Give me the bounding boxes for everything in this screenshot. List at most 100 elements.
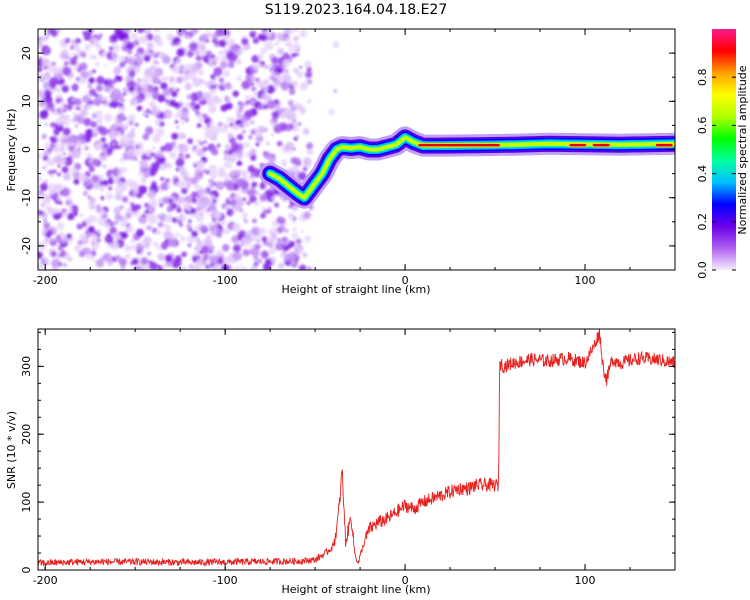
noise-speckle [276, 140, 283, 147]
noise-speckle [260, 47, 267, 54]
noise-speckle [199, 202, 207, 210]
noise-speckle [148, 166, 158, 176]
noise-speckle [79, 233, 87, 242]
colorbar-tick-label: 0.4 [696, 165, 709, 183]
noise-speckle [148, 216, 158, 225]
noise-speckle [167, 238, 177, 248]
noise-speckle [57, 68, 61, 72]
noise-speckle [61, 238, 67, 244]
noise-speckle [44, 142, 50, 148]
noise-speckle [258, 227, 267, 235]
noise-speckle [238, 189, 242, 193]
noise-speckle [98, 33, 103, 38]
noise-speckle [44, 123, 48, 126]
noise-speckle [82, 103, 90, 111]
noise-speckle [84, 217, 93, 225]
noise-speckle [38, 152, 42, 159]
noise-speckle [74, 87, 78, 92]
noise-speckle [227, 132, 234, 139]
noise-speckle [74, 114, 83, 123]
noise-speckle [177, 131, 186, 140]
noise-speckle [44, 95, 53, 104]
noise-speckle [68, 190, 73, 194]
noise-speckle [184, 47, 188, 51]
noise-speckle [222, 243, 230, 252]
noise-speckle [242, 129, 246, 134]
noise-speckle [59, 232, 64, 236]
noise-speckle [161, 52, 166, 57]
noise-speckle [59, 142, 65, 148]
noise-speckle [216, 232, 222, 238]
noise-speckle [40, 74, 46, 80]
x-tick-label: 0 [402, 274, 409, 287]
noise-speckle [195, 55, 202, 62]
noise-speckle [184, 69, 190, 75]
noise-speckle [210, 136, 214, 140]
noise-speckle [97, 216, 107, 226]
noise-speckle [135, 145, 139, 149]
noise-speckle [147, 190, 157, 199]
noise-speckle [175, 158, 185, 168]
noise-speckle [57, 89, 61, 93]
noise-speckle [234, 266, 240, 270]
noise-speckle [168, 203, 174, 209]
noise-speckle [258, 63, 263, 68]
noise-speckle [177, 42, 181, 47]
noise-speckle [147, 251, 151, 256]
noise-speckle [275, 242, 284, 251]
noise-speckle [249, 32, 256, 38]
noise-speckle [157, 197, 164, 204]
noise-speckle [50, 238, 55, 243]
noise-speckle [218, 39, 227, 48]
noise-speckle [284, 228, 289, 233]
noise-speckle [91, 69, 96, 74]
noise-speckle [113, 167, 118, 172]
noise-speckle [111, 43, 120, 53]
noise-speckle [127, 139, 135, 147]
colorbar-label: Normalized spectral amplitude [736, 65, 749, 234]
noise-speckle [259, 193, 268, 202]
noise-speckle [68, 257, 73, 261]
noise-speckle [139, 159, 149, 169]
x-tick-label: -200 [33, 274, 58, 287]
noise-speckle [39, 110, 49, 119]
noise-speckle [240, 170, 249, 178]
noise-speckle [287, 111, 297, 121]
noise-speckle [188, 263, 195, 270]
noise-speckle [152, 134, 161, 143]
noise-speckle [289, 125, 294, 129]
noise-speckle [51, 62, 56, 66]
noise-speckle [247, 188, 256, 197]
noise-speckle [242, 249, 250, 257]
noise-speckle [66, 233, 72, 239]
noise-speckle [117, 181, 126, 191]
noise-speckle [81, 95, 90, 103]
noise-speckle [113, 206, 122, 215]
noise-speckle [220, 219, 227, 226]
noise-speckle [281, 236, 288, 243]
noise-speckle [223, 179, 232, 188]
noise-speckle [210, 262, 214, 267]
noise-speckle [128, 120, 134, 126]
noise-speckle [171, 65, 180, 74]
noise-speckle [133, 98, 138, 104]
noise-speckle [253, 255, 260, 262]
noise-speckle [100, 137, 106, 142]
noise-speckle [235, 107, 240, 112]
noise-speckle [241, 37, 249, 46]
noise-speckle [62, 211, 68, 217]
snr-panel: -200 -100 0 100 0 100 200 300 Height of straigh… [5, 328, 676, 596]
noise-speckle [261, 93, 267, 100]
noise-speckle [138, 185, 148, 195]
noise-speckle [38, 189, 44, 195]
noise-speckle [332, 41, 340, 49]
noise-speckle [198, 117, 204, 123]
noise-speckle [252, 267, 257, 270]
snr-ylabel: SNR (10 * v/v) [5, 411, 18, 489]
noise-speckle [250, 75, 256, 81]
noise-speckle [236, 133, 244, 141]
noise-speckle [43, 258, 49, 264]
noise-speckle [112, 88, 120, 96]
noise-speckle [130, 32, 138, 40]
noise-speckle [114, 193, 123, 201]
